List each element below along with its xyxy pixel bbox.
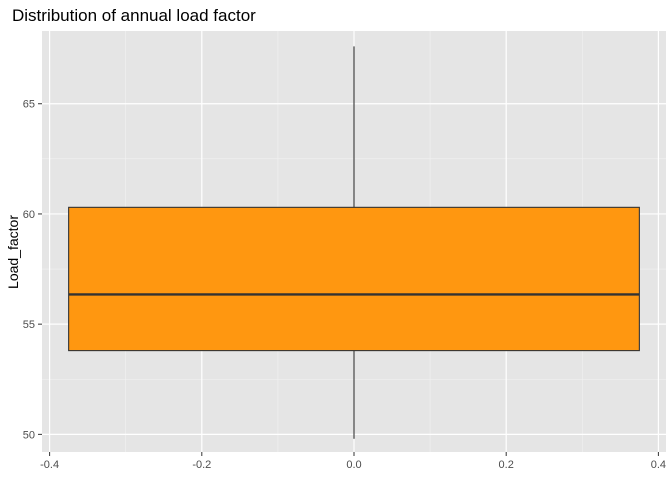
y-tick-label: 65 [23, 99, 35, 111]
y-axis-ticks: 50 55 60 65 [23, 99, 42, 441]
x-tick-label: 0.4 [651, 459, 666, 471]
box-marks [68, 46, 640, 439]
x-axis-ticks: -0.4 -0.2 0.0 0.2 0.4 [40, 452, 666, 471]
chart-title: Distribution of annual load factor [12, 6, 256, 25]
y-axis-title: Load_factor [5, 215, 21, 289]
x-tick-label: 0.2 [499, 459, 514, 471]
y-tick-label: 60 [23, 209, 35, 221]
y-tick-label: 55 [23, 319, 35, 331]
x-tick-label: 0.0 [346, 459, 361, 471]
x-tick-label: -0.2 [192, 459, 211, 471]
y-tick-label: 50 [23, 429, 35, 441]
interquartile-box [68, 206, 640, 352]
x-tick-label: -0.4 [40, 459, 59, 471]
